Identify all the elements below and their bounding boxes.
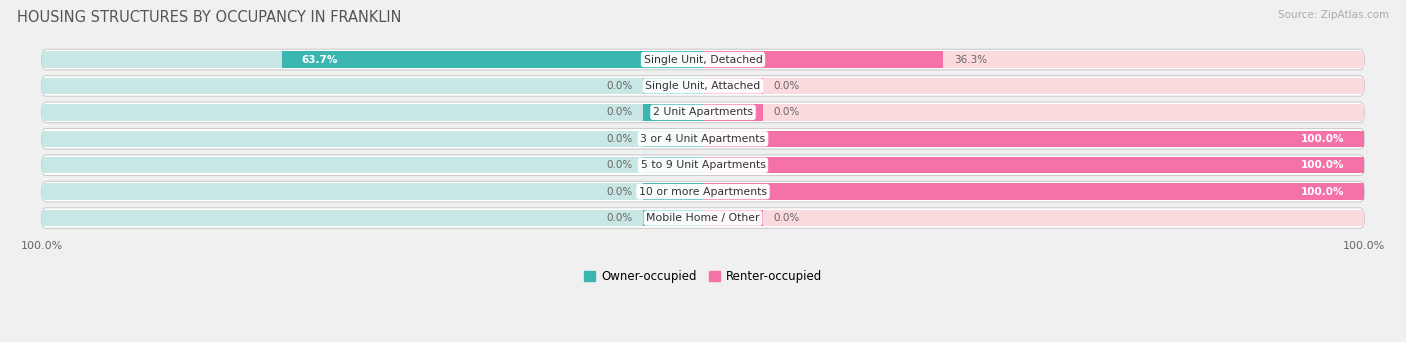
Bar: [703, 157, 1364, 173]
Text: 0.0%: 0.0%: [606, 81, 633, 91]
Text: HOUSING STRUCTURES BY OCCUPANCY IN FRANKLIN: HOUSING STRUCTURES BY OCCUPANCY IN FRANK…: [17, 10, 401, 25]
Text: 36.3%: 36.3%: [953, 54, 987, 65]
FancyBboxPatch shape: [42, 49, 1364, 70]
Bar: [703, 104, 762, 121]
Bar: [42, 183, 703, 200]
Bar: [644, 157, 703, 173]
Text: Single Unit, Attached: Single Unit, Attached: [645, 81, 761, 91]
Bar: [644, 210, 703, 226]
Bar: [703, 104, 1364, 121]
Bar: [42, 51, 703, 68]
Bar: [703, 131, 1364, 147]
Bar: [42, 157, 703, 173]
Text: Single Unit, Detached: Single Unit, Detached: [644, 54, 762, 65]
Bar: [42, 210, 703, 226]
Bar: [703, 157, 1364, 173]
Bar: [644, 78, 703, 94]
FancyBboxPatch shape: [42, 181, 1364, 202]
Bar: [644, 104, 703, 121]
Bar: [703, 78, 762, 94]
FancyBboxPatch shape: [42, 102, 1364, 123]
Text: 0.0%: 0.0%: [773, 81, 800, 91]
Bar: [42, 131, 703, 147]
FancyBboxPatch shape: [42, 208, 1364, 228]
Bar: [703, 78, 1364, 94]
Text: 5 to 9 Unit Apartments: 5 to 9 Unit Apartments: [641, 160, 765, 170]
Bar: [703, 131, 1364, 147]
Text: 100.0%: 100.0%: [1301, 187, 1344, 197]
Bar: [703, 51, 943, 68]
Text: 0.0%: 0.0%: [606, 107, 633, 117]
Text: Mobile Home / Other: Mobile Home / Other: [647, 213, 759, 223]
FancyBboxPatch shape: [42, 76, 1364, 96]
Text: 100.0%: 100.0%: [1301, 134, 1344, 144]
Bar: [42, 104, 703, 121]
Bar: [703, 183, 1364, 200]
Bar: [644, 183, 703, 200]
Text: 100.0%: 100.0%: [1301, 160, 1344, 170]
Text: 0.0%: 0.0%: [606, 160, 633, 170]
Text: 0.0%: 0.0%: [773, 107, 800, 117]
Bar: [703, 183, 1364, 200]
Text: 0.0%: 0.0%: [606, 213, 633, 223]
Text: 10 or more Apartments: 10 or more Apartments: [638, 187, 768, 197]
Text: 0.0%: 0.0%: [773, 213, 800, 223]
Text: Source: ZipAtlas.com: Source: ZipAtlas.com: [1278, 10, 1389, 20]
Text: 0.0%: 0.0%: [606, 134, 633, 144]
Text: 2 Unit Apartments: 2 Unit Apartments: [652, 107, 754, 117]
Text: 0.0%: 0.0%: [606, 187, 633, 197]
Bar: [703, 51, 1364, 68]
Legend: Owner-occupied, Renter-occupied: Owner-occupied, Renter-occupied: [583, 270, 823, 283]
Bar: [644, 131, 703, 147]
FancyBboxPatch shape: [42, 155, 1364, 175]
Bar: [703, 210, 762, 226]
Text: 3 or 4 Unit Apartments: 3 or 4 Unit Apartments: [641, 134, 765, 144]
FancyBboxPatch shape: [42, 129, 1364, 149]
Text: 63.7%: 63.7%: [301, 54, 337, 65]
Bar: [703, 210, 1364, 226]
Bar: [42, 78, 703, 94]
Bar: [281, 51, 703, 68]
